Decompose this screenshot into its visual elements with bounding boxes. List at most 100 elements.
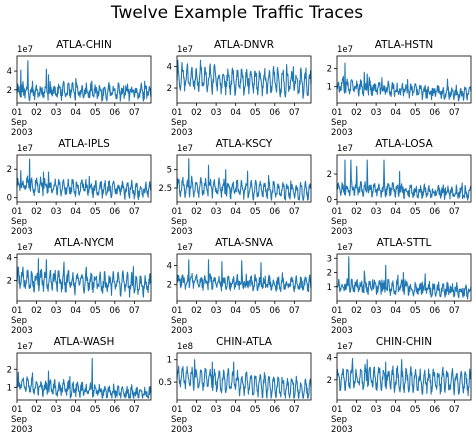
x-tick-label: 07 (129, 405, 140, 415)
x-tick-label: 04 (390, 207, 401, 217)
x-tick-label: 2003 (171, 425, 193, 435)
y-tick-label: 1 (327, 83, 332, 93)
x-tick-label: 01 (12, 306, 23, 316)
x-tick-label: 02 (351, 108, 362, 118)
x-tick-label: 07 (129, 306, 140, 316)
subplot-title: ATLA-SNVA (215, 237, 274, 249)
x-tick-label: 07 (449, 306, 460, 316)
x-tick-label: 03 (211, 306, 222, 316)
x-tick-label: Sep (171, 118, 187, 128)
x-tick-label: 05 (250, 405, 261, 415)
y-tick-label: 2.5 (158, 184, 172, 194)
x-tick-label: 07 (449, 405, 460, 415)
x-tick-label: 07 (449, 108, 460, 118)
axis-scale-label: 1e7 (337, 144, 353, 154)
x-tick-label: Sep (331, 316, 347, 326)
axis-scale-label: 1e7 (17, 342, 33, 352)
x-tick-label: 04 (70, 405, 81, 415)
x-tick-label: 06 (109, 108, 120, 118)
x-tick-label: 02 (351, 207, 362, 217)
subplot-title: ATLA-HSTN (375, 39, 433, 51)
axes-frame (176, 253, 312, 302)
series-line (16, 60, 152, 102)
axes-frame (176, 55, 312, 104)
axes-frame (16, 154, 152, 203)
x-tick-label: 02 (191, 108, 202, 118)
x-tick-label: 04 (390, 108, 401, 118)
series-line (176, 158, 312, 201)
series-line (336, 159, 472, 201)
x-tick-label: 02 (191, 306, 202, 316)
y-tick-label: 1 (167, 356, 172, 366)
x-tick-label: 01 (172, 405, 183, 415)
subplot-title: ATLA-CHIN (56, 39, 112, 51)
x-tick-label: 04 (70, 207, 81, 217)
x-tick-label: 06 (269, 207, 280, 217)
axes-frame (176, 352, 312, 401)
x-tick-label: 05 (410, 306, 421, 316)
x-tick-label: 01 (332, 108, 343, 118)
x-tick-label: 03 (371, 207, 382, 217)
axes-frame (336, 154, 472, 203)
subplot-title: ATLA-STTL (377, 237, 432, 249)
x-tick-label: 03 (211, 108, 222, 118)
subplot-title: CHIN-CHIN (376, 336, 432, 348)
x-tick-label: 04 (230, 306, 241, 316)
y-tick-label: 2 (327, 170, 332, 180)
x-tick-label: 04 (230, 108, 241, 118)
x-tick-label: 04 (70, 306, 81, 316)
x-tick-label: 07 (129, 108, 140, 118)
axis-scale-label: 1e7 (17, 243, 33, 253)
x-tick-label: 01 (332, 207, 343, 217)
axes-frame (16, 55, 152, 104)
subplot-title: CHIN-ATLA (216, 336, 273, 348)
x-tick-label: 01 (12, 108, 23, 118)
x-tick-label: 2003 (11, 326, 33, 336)
x-tick-label: 07 (289, 207, 300, 217)
x-tick-label: 06 (429, 405, 440, 415)
x-tick-label: 2003 (331, 425, 353, 435)
x-tick-label: 03 (211, 207, 222, 217)
y-tick-label: 4 (7, 253, 12, 263)
x-tick-label: 01 (172, 207, 183, 217)
x-tick-label: 01 (12, 405, 23, 415)
x-tick-label: 03 (51, 306, 62, 316)
x-tick-label: 01 (172, 306, 183, 316)
x-tick-label: 06 (269, 306, 280, 316)
x-tick-label: Sep (171, 316, 187, 326)
axes-frame (16, 253, 152, 302)
y-tick-label: 0 (327, 195, 332, 205)
subplot-title: ATLA-KSCY (216, 138, 273, 150)
axis-scale-label: 1e7 (177, 243, 193, 253)
x-tick-label: 05 (90, 405, 101, 415)
x-tick-label: 05 (90, 108, 101, 118)
y-tick-label: 3 (327, 254, 332, 264)
x-tick-label: 02 (31, 405, 42, 415)
x-tick-label: 05 (410, 405, 421, 415)
x-tick-label: 02 (31, 108, 42, 118)
x-tick-label: Sep (331, 415, 347, 425)
x-tick-label: 2003 (11, 227, 33, 237)
axis-scale-label: 1e7 (337, 342, 353, 352)
x-tick-label: 05 (410, 108, 421, 118)
x-tick-label: 02 (351, 405, 362, 415)
y-tick-label: 2 (327, 65, 332, 75)
x-tick-label: 06 (429, 108, 440, 118)
series-line (336, 256, 472, 300)
y-tick-label: 2 (167, 84, 172, 94)
x-tick-label: 2003 (171, 227, 193, 237)
series-line (16, 258, 152, 298)
x-tick-label: Sep (171, 415, 187, 425)
x-tick-label: 2003 (331, 128, 353, 138)
x-tick-label: 06 (109, 306, 120, 316)
x-tick-label: 06 (269, 108, 280, 118)
series-line (176, 59, 312, 99)
y-tick-label: 4 (167, 63, 172, 73)
